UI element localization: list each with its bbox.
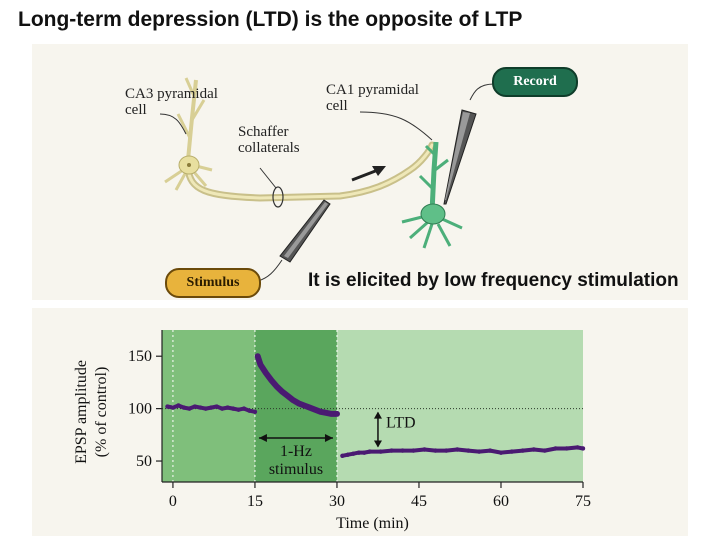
data-point xyxy=(176,403,181,408)
x-tick-label: 15 xyxy=(247,493,263,510)
data-point xyxy=(580,446,586,451)
data-point xyxy=(247,408,252,413)
stimulus-electrode xyxy=(257,199,331,282)
x-tick-label: 60 xyxy=(493,493,509,510)
ca1-label: CA1 pyramidal cell xyxy=(326,82,419,114)
ca1-neuron xyxy=(401,141,463,249)
data-point xyxy=(209,405,214,410)
ca3-neuron xyxy=(164,77,213,191)
data-point xyxy=(263,370,269,376)
y-tick-label: 150 xyxy=(128,348,152,365)
record-tag: Record xyxy=(492,67,578,97)
data-point xyxy=(192,404,198,409)
data-point xyxy=(400,448,405,453)
diagram-panel xyxy=(32,44,688,300)
data-point xyxy=(219,406,225,411)
y-axis-label-line2: (% of control) xyxy=(93,367,110,458)
ltd-arrow-up-icon xyxy=(373,411,382,419)
data-point xyxy=(345,452,351,457)
stim-annotation-line2: stimulus xyxy=(269,461,323,478)
x-axis-label: Time (min) xyxy=(336,515,409,532)
y-axis-label-line1: EPSP amplitude xyxy=(73,360,90,464)
x-tick-label: 45 xyxy=(411,493,427,510)
data-point xyxy=(444,448,449,453)
schaffer-label: Schaffer collaterals xyxy=(238,124,300,156)
data-point xyxy=(280,389,285,395)
data-point xyxy=(411,448,416,453)
data-point xyxy=(520,448,526,453)
data-point xyxy=(542,448,547,453)
data-point xyxy=(285,393,290,399)
data-point xyxy=(323,410,329,416)
post-stim-region xyxy=(336,330,583,482)
data-point xyxy=(214,404,219,409)
data-point xyxy=(187,406,192,411)
data-trace-1 xyxy=(254,353,340,417)
data-point xyxy=(564,446,569,451)
data-point xyxy=(258,362,263,367)
data-point xyxy=(487,448,493,453)
data-point xyxy=(389,448,394,453)
data-point xyxy=(329,411,334,417)
stim-annotation-line1: 1-Hz xyxy=(280,443,312,460)
data-point xyxy=(236,407,241,412)
data-point xyxy=(318,409,323,414)
data-point xyxy=(252,409,258,414)
stim-arrow-right-icon xyxy=(324,434,333,442)
y-tick-label: 100 xyxy=(128,401,152,418)
data-point xyxy=(509,449,515,454)
data-point xyxy=(356,450,362,455)
data-point xyxy=(340,453,345,458)
data-point xyxy=(334,411,340,417)
data-point xyxy=(465,448,471,453)
data-point xyxy=(241,406,247,411)
data-point xyxy=(531,447,536,452)
data-point xyxy=(307,405,312,410)
data-point xyxy=(553,446,558,451)
data-point xyxy=(312,407,318,412)
x-tick-label: 0 xyxy=(169,493,177,510)
caption: It is elicited by low frequency stimulat… xyxy=(308,270,679,291)
data-point xyxy=(274,384,280,389)
slide-title: Long-term depression (LTD) is the opposi… xyxy=(18,8,523,31)
data-point xyxy=(476,449,482,454)
data-point xyxy=(230,406,236,411)
x-tick-label: 75 xyxy=(575,493,591,510)
data-point xyxy=(378,449,383,454)
data-point xyxy=(269,378,274,383)
data-point xyxy=(255,354,260,359)
direction-arrow xyxy=(351,168,379,182)
stimulus-tag: Stimulus xyxy=(165,268,261,298)
data-point xyxy=(362,450,367,455)
hippocampus-diagram xyxy=(159,77,495,282)
stim-arrow-left-icon xyxy=(258,434,267,442)
data-point xyxy=(422,447,427,452)
record-electrode xyxy=(443,83,495,205)
data-point xyxy=(170,405,176,410)
x-tick-label: 30 xyxy=(329,493,345,510)
data-point xyxy=(301,403,307,408)
data-point xyxy=(181,405,187,410)
y-tick-label: 50 xyxy=(136,453,152,470)
stim-band xyxy=(254,330,337,482)
data-point xyxy=(433,448,438,453)
data-point xyxy=(225,405,230,410)
data-point xyxy=(296,401,301,406)
ca3-label: CA3 pyramidal cell xyxy=(125,86,218,118)
schaffer-ring-icon xyxy=(272,186,284,208)
ltd-annotation: LTD xyxy=(386,414,416,431)
data-point xyxy=(575,445,580,450)
data-point xyxy=(351,451,356,456)
data-point xyxy=(498,450,504,455)
data-point xyxy=(367,449,372,454)
data-point xyxy=(455,447,460,452)
data-point xyxy=(198,405,203,410)
data-point xyxy=(203,406,208,411)
data-point xyxy=(165,404,170,409)
data-point xyxy=(291,398,296,403)
ltd-arrow-down-icon xyxy=(373,440,382,448)
